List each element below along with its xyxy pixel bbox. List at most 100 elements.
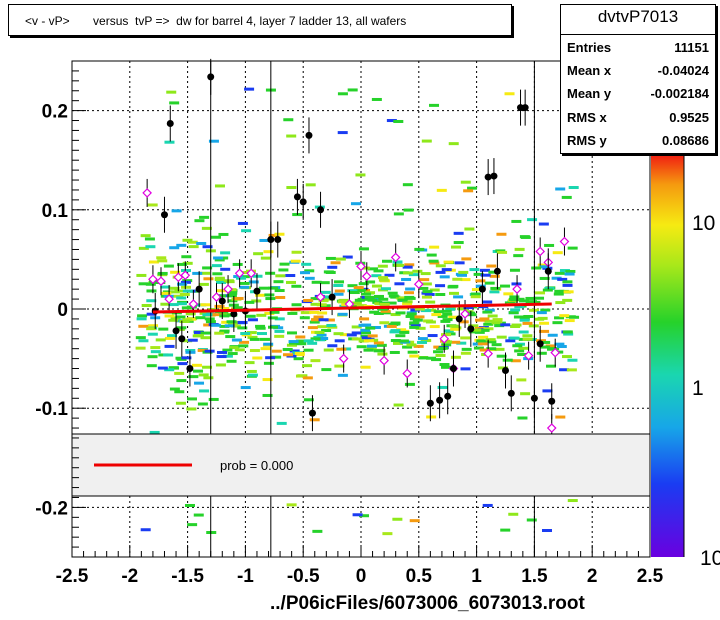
density-cell xyxy=(260,256,271,260)
density-cell xyxy=(398,339,409,343)
density-cell xyxy=(351,301,362,305)
profile-point xyxy=(308,409,316,417)
density-cell xyxy=(325,256,336,260)
density-cell xyxy=(379,302,390,306)
density-cell xyxy=(379,321,390,325)
density-cell xyxy=(440,365,451,369)
density-cell xyxy=(256,313,267,317)
density-cell xyxy=(478,335,489,339)
density-cell xyxy=(258,286,269,290)
density-cell xyxy=(276,421,287,425)
density-cell xyxy=(286,503,297,507)
density-cell xyxy=(202,245,213,249)
axes: -2.5 -2 -1.5 -1 -0.5 0 0.5 1 1.5 2 2.5 0.2 0.1 0 -0.1 -… xyxy=(35,60,664,587)
x-tick-label: -2 xyxy=(121,566,138,587)
density-cell xyxy=(202,365,213,369)
profile-point xyxy=(328,293,336,301)
open-point xyxy=(246,268,257,279)
density-cell xyxy=(237,320,248,324)
density-cell xyxy=(528,324,539,328)
density-cell xyxy=(448,284,459,288)
density-cell xyxy=(421,309,432,313)
density-cell xyxy=(395,311,406,315)
density-cell xyxy=(414,307,425,311)
density-cell xyxy=(542,529,553,533)
profile-point xyxy=(544,267,552,275)
density-cell xyxy=(188,375,199,379)
density-cell xyxy=(157,259,168,263)
density-cell xyxy=(287,311,298,315)
density-cell xyxy=(465,311,476,315)
density-cell xyxy=(191,363,202,367)
density-cell xyxy=(519,299,530,303)
density-cell xyxy=(359,266,370,270)
density-cell xyxy=(220,267,231,271)
density-cell xyxy=(397,298,408,302)
density-cell xyxy=(201,226,212,230)
file-path-label: ../P06icFiles/6073006_6073013.root xyxy=(270,593,585,614)
density-cell xyxy=(214,184,225,188)
density-cell xyxy=(510,359,521,363)
density-cell xyxy=(301,262,312,266)
density-cell xyxy=(238,344,249,348)
density-cell xyxy=(448,291,459,295)
density-cell xyxy=(562,283,573,287)
density-cell xyxy=(304,276,315,280)
open-point xyxy=(460,309,470,319)
x-tick-label: 0.5 xyxy=(406,566,433,587)
density-cell xyxy=(457,307,468,311)
stat-value: 0.08686 xyxy=(662,133,709,148)
density-cell xyxy=(538,222,549,226)
x-tick-label: 0 xyxy=(356,566,367,587)
density-cell xyxy=(200,336,211,340)
density-cell xyxy=(222,354,233,358)
density-cell xyxy=(299,271,310,275)
density-cell xyxy=(349,291,360,295)
density-cell xyxy=(509,336,520,340)
density-cell xyxy=(200,303,211,307)
density-cell xyxy=(337,373,348,377)
density-cell xyxy=(259,337,270,341)
density-cell xyxy=(231,338,242,342)
density-cell xyxy=(567,246,578,250)
density-cell xyxy=(561,195,572,199)
density-cell xyxy=(527,218,538,222)
density-cell xyxy=(545,344,556,348)
density-cell xyxy=(182,289,193,293)
density-cell xyxy=(408,273,419,277)
density-cell xyxy=(520,392,531,396)
open-point xyxy=(356,261,366,272)
density-cell xyxy=(514,342,525,346)
density-cell xyxy=(511,323,522,327)
open-point xyxy=(211,292,222,302)
density-cell xyxy=(202,266,213,270)
density-cell xyxy=(390,339,401,343)
density-cell xyxy=(389,350,400,354)
density-cell xyxy=(442,312,453,316)
density-cell xyxy=(568,186,579,190)
density-cell xyxy=(393,119,404,123)
density-cell xyxy=(436,188,447,192)
density-cell xyxy=(441,333,452,337)
density-cell xyxy=(226,359,237,363)
density-cell xyxy=(476,339,487,343)
density-cell xyxy=(295,335,306,339)
density-cell xyxy=(347,284,358,288)
density-cell xyxy=(140,528,151,532)
density-cell xyxy=(488,270,499,274)
density-cell xyxy=(296,342,307,346)
density-cell xyxy=(237,326,248,330)
density-cell xyxy=(477,342,488,346)
density-cell xyxy=(146,327,157,331)
density-cell xyxy=(358,282,369,286)
density-cell xyxy=(410,323,421,327)
density-cell xyxy=(184,503,195,507)
density-cell xyxy=(394,263,405,267)
profile-point xyxy=(172,327,180,335)
density-cell xyxy=(177,362,188,366)
density-cell xyxy=(539,321,550,325)
y-tick-label: 0.1 xyxy=(42,201,69,222)
density-cell xyxy=(407,350,418,354)
y-tick-label: 0 xyxy=(57,300,68,321)
density-cell xyxy=(419,278,430,282)
